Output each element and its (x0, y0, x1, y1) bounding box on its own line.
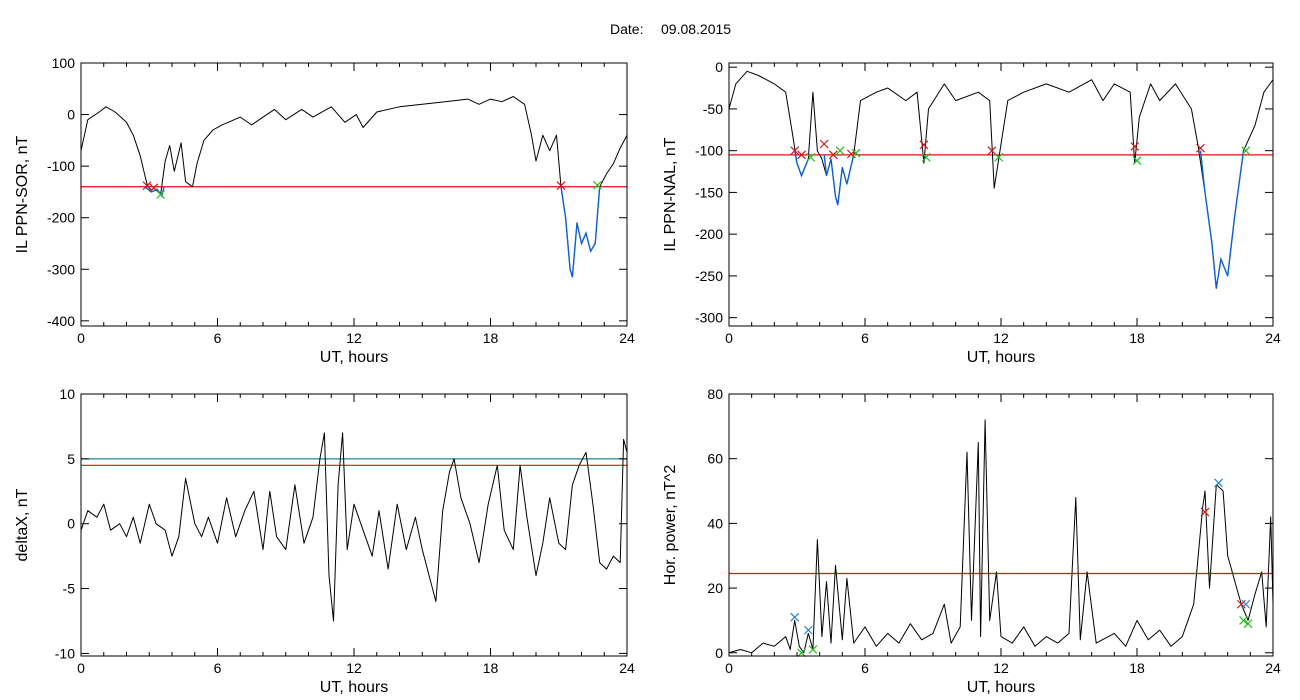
marker-nal-5 (835, 146, 845, 156)
y-tick-label: -5 (63, 581, 76, 597)
x-axis-label: UT, hours (967, 679, 1035, 696)
x-tick-label: 24 (619, 660, 635, 676)
y-tick-label: -100 (695, 143, 723, 159)
x-tick-label: 12 (993, 660, 1009, 676)
marker-sor-4 (593, 180, 602, 190)
highlight-segment-sor-1 (560, 186, 601, 278)
x-tick-label: 6 (861, 330, 869, 346)
y-tick-label: -300 (47, 261, 75, 277)
y-tick-label: 0 (67, 516, 75, 532)
marker-sor-2 (156, 190, 166, 199)
marker-sor-1 (149, 183, 159, 193)
y-axis-label: IL PPN-NAL, nT (662, 137, 679, 251)
x-tick-label: 18 (1129, 330, 1145, 346)
marker-power-6 (1236, 599, 1246, 609)
y-tick-label: 60 (707, 451, 723, 467)
plot-frame-sor (80, 62, 628, 327)
highlight-segment-nal-1 (823, 154, 855, 206)
y-tick-label: 40 (707, 515, 723, 531)
marker-nal-14 (1196, 143, 1205, 153)
marker-sor-3 (556, 181, 566, 191)
x-tick-label: 0 (725, 660, 733, 676)
x-axis-label: UT, hours (320, 349, 388, 366)
x-tick-label: 6 (861, 660, 869, 676)
date-label: Date: (610, 21, 643, 37)
x-tick-label: 12 (346, 660, 362, 676)
series-line-nal (729, 70, 1273, 289)
x-tick-label: 0 (725, 330, 733, 346)
y-tick-label: 10 (59, 386, 75, 402)
x-tick-label: 6 (214, 330, 222, 346)
x-tick-label: 24 (1265, 660, 1281, 676)
marker-power-4 (1200, 507, 1210, 517)
x-axis-label: UT, hours (320, 679, 388, 696)
highlight-segment-nal-0 (794, 150, 809, 178)
y-axis-label: IL PPN-SOR, nT (14, 135, 31, 253)
marker-power-9 (1243, 619, 1253, 629)
marker-power-3 (808, 645, 818, 654)
panel-power: 0 6 12 18 24 0 20 40 60 80 UT, hours Hor. power, nT… (662, 386, 1281, 696)
marker-nal-13 (1132, 156, 1142, 166)
x-tick-label: 24 (1265, 330, 1281, 346)
date-value: 09.08.2015 (661, 21, 731, 37)
y-tick-label: -200 (695, 226, 723, 242)
x-tick-label: 12 (346, 330, 362, 346)
marker-power-8 (1239, 615, 1248, 625)
x-tick-label: 18 (483, 330, 499, 346)
plot-frame-power (728, 393, 1274, 657)
marker-nal-8 (919, 140, 929, 150)
y-tick-label: 100 (52, 55, 76, 71)
marker-power-5 (1214, 478, 1224, 488)
marker-nal-7 (851, 148, 861, 158)
highlight-segment-nal-2 (1199, 150, 1245, 289)
y-tick-label: -50 (703, 101, 723, 117)
marker-nal-15 (1241, 146, 1251, 156)
marker-nal-4 (828, 150, 838, 160)
marker-power-2 (803, 625, 813, 635)
x-tick-label: 0 (77, 330, 85, 346)
y-tick-label: -300 (695, 310, 723, 326)
marker-nal-9 (921, 152, 931, 162)
y-axis-label: Hor. power, nT^2 (662, 465, 679, 586)
plot-frame-nal (728, 62, 1274, 327)
y-tick-label: -100 (47, 158, 75, 174)
y-tick-label: -150 (695, 184, 723, 200)
marker-nal-3 (819, 139, 829, 149)
panel-deltax: 0 6 12 18 24 10 5 0 -5 -10 UT, hours deltaX, nT (14, 386, 635, 696)
marker-nal-11 (994, 152, 1004, 162)
marker-power-7 (1241, 599, 1251, 609)
marker-nal-0 (790, 146, 800, 156)
y-tick-label: 0 (715, 59, 723, 75)
marker-nal-1 (797, 150, 806, 160)
series-line-power (729, 419, 1273, 654)
y-tick-label: 0 (715, 645, 723, 661)
x-tick-label: 24 (619, 330, 635, 346)
x-tick-label: 18 (1129, 660, 1145, 676)
x-tick-label: 6 (214, 660, 222, 676)
marker-nal-12 (1130, 142, 1140, 151)
y-tick-label: 0 (67, 107, 75, 123)
marker-power-0 (790, 612, 800, 622)
marker-power-1 (797, 648, 806, 658)
panel-sor: 0 6 12 18 24 100 0 -100 -200 -300 -400 UT, hours IL … (14, 55, 635, 366)
x-axis-label: UT, hours (967, 349, 1035, 366)
marker-sor-0 (142, 181, 152, 191)
y-tick-label: 80 (707, 386, 723, 402)
y-tick-label: -250 (695, 268, 723, 284)
y-tick-label: -400 (47, 313, 75, 329)
y-tick-label: -200 (47, 210, 75, 226)
marker-nal-2 (806, 152, 816, 162)
series-line-deltax (81, 432, 627, 622)
x-tick-label: 0 (77, 660, 85, 676)
y-tick-label: 5 (67, 451, 75, 467)
marker-nal-10 (987, 146, 997, 156)
y-tick-label: -10 (55, 645, 75, 661)
panel-nal: 0 6 12 18 24 0 -50 -100 -150 -200 -250 -300 UT, hour… (662, 59, 1281, 366)
y-tick-label: 20 (707, 580, 723, 596)
x-tick-label: 18 (483, 660, 499, 676)
x-tick-label: 12 (993, 330, 1009, 346)
y-axis-label: deltaX, nT (14, 488, 31, 561)
